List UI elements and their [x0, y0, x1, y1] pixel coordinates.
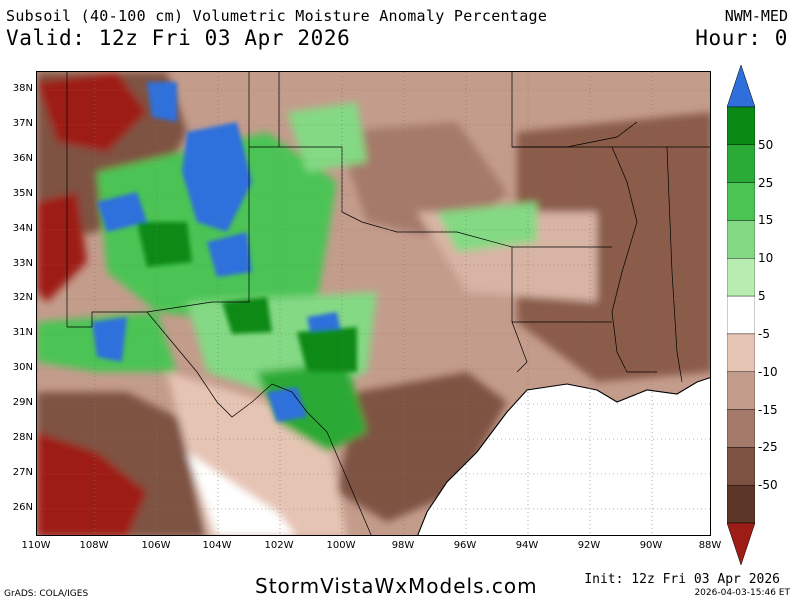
lat-label: 28N	[12, 432, 33, 443]
colorbar-segment	[727, 484, 755, 524]
lat-label: 35N	[12, 188, 33, 199]
colorbar-segment	[727, 106, 755, 146]
colorbar-max-arrow	[727, 65, 755, 108]
lat-label: 37N	[12, 118, 33, 129]
colorbar-label: -5	[758, 326, 770, 341]
lon-label: 106W	[141, 540, 171, 551]
colorbar-label: -10	[758, 364, 778, 379]
anomaly-map	[37, 72, 710, 535]
colorbar	[727, 65, 755, 565]
lon-label: 110W	[21, 540, 51, 551]
lat-label: 32N	[12, 292, 33, 303]
colorbar-label: -50	[758, 478, 778, 493]
website-link[interactable]: StormVistaWxModels.com	[255, 574, 538, 598]
lon-label: 108W	[79, 540, 109, 551]
gulf-of-mexico	[417, 377, 710, 535]
colorbar-segment	[727, 144, 755, 183]
lat-label: 29N	[12, 397, 33, 408]
colorbar-label: -25	[758, 440, 778, 455]
map-title: Subsoil (40-100 cm) Volumetric Moisture …	[6, 7, 548, 25]
forecast-hour: Hour: 0	[695, 26, 788, 50]
colorbar-segment	[727, 182, 755, 221]
lon-label: 104W	[202, 540, 232, 551]
lon-label: 96W	[453, 540, 477, 551]
valid-time: Valid: 12z Fri 03 Apr 2026	[6, 26, 351, 50]
colorbar-segment	[727, 258, 755, 297]
colorbar-min-arrow	[727, 522, 755, 565]
colorbar-label: 25	[758, 175, 774, 190]
colorbar-segment	[727, 409, 755, 448]
lon-label: 102W	[264, 540, 294, 551]
map-panel	[36, 71, 711, 536]
lat-label: 36N	[12, 153, 33, 164]
colorbar-segment	[727, 220, 755, 259]
model-name: NWM-MED	[724, 7, 788, 25]
colorbar-segment	[727, 371, 755, 410]
colorbar-segment	[727, 333, 755, 372]
lat-label: 38N	[12, 83, 33, 94]
colorbar-segment	[727, 295, 755, 335]
colorbar-label: 10	[758, 251, 774, 266]
lon-label: 100W	[326, 540, 356, 551]
lat-label: 33N	[12, 258, 33, 269]
lat-label: 27N	[12, 467, 33, 478]
lat-label: 31N	[12, 327, 33, 338]
colorbar-label: 50	[758, 137, 774, 152]
lon-label: 92W	[577, 540, 601, 551]
init-time: Init: 12z Fri 03 Apr 2026	[584, 572, 780, 587]
colorbar-label: 15	[758, 213, 774, 228]
lat-label: 26N	[12, 502, 33, 513]
generated-timestamp: 2026-04-03-15:46 ET	[694, 588, 790, 598]
lat-label: 34N	[12, 223, 33, 234]
software-credit: GrADS: COLA/IGES	[4, 589, 89, 599]
colorbar-label: -15	[758, 402, 778, 417]
lon-label: 90W	[639, 540, 663, 551]
colorbar-segment	[727, 447, 755, 486]
lat-label: 30N	[12, 362, 33, 373]
lon-label: 88W	[698, 540, 722, 551]
lon-label: 98W	[391, 540, 415, 551]
colorbar-label: 5	[758, 289, 766, 304]
lon-label: 94W	[515, 540, 539, 551]
